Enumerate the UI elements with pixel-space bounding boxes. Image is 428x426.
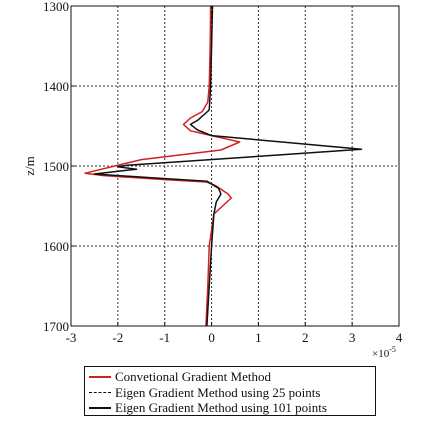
- x-axis-exponent-base: ×10: [372, 348, 390, 360]
- y-axis-label: z/m: [22, 156, 37, 176]
- y-tick-label: 1300: [43, 0, 69, 14]
- x-tick-label: 3: [349, 330, 356, 345]
- x-tick-label: 2: [302, 330, 309, 345]
- x-tick-label: 1: [255, 330, 262, 345]
- x-tick-label: -3: [66, 330, 77, 345]
- axis-ticks: -3 -2 -1 0 1 2 3 4 1300 1400 1500 1600 1700: [43, 0, 403, 345]
- x-tick-label: 4: [396, 330, 403, 345]
- x-axis-exponent-power: -5: [389, 345, 396, 354]
- y-tick-label: 1400: [43, 79, 69, 94]
- legend-label: Eigen Gradient Method using 101 points: [115, 399, 327, 415]
- x-tick-label: -1: [159, 330, 170, 345]
- series-layer: [84, 5, 363, 327]
- legend-label: Eigen Gradient Method using 25 points: [115, 384, 321, 400]
- legend-label: Convetional Gradient Method: [115, 368, 271, 384]
- x-axis-exponent: ×10-5: [372, 345, 396, 360]
- legend-item-conventional: Convetional Gradient Method: [89, 369, 271, 384]
- y-tick-label: 1700: [43, 319, 69, 334]
- grid-lines: [71, 6, 399, 326]
- y-tick-label: 1500: [43, 159, 69, 174]
- legend: Convetional Gradient Method Eigen Gradie…: [84, 366, 376, 416]
- legend-swatch-dashed-line: [89, 392, 111, 393]
- legend-item-eigen-101: Eigen Gradient Method using 101 points: [89, 400, 327, 415]
- y-tick-label: 1600: [43, 239, 69, 254]
- legend-item-eigen-25: Eigen Gradient Method using 25 points: [89, 385, 320, 400]
- series-line-eigen-101: [93, 5, 363, 327]
- x-tick-label: 0: [208, 330, 215, 345]
- legend-swatch-black-line: [89, 406, 111, 409]
- x-tick-label: -2: [112, 330, 123, 345]
- legend-swatch-red-line: [89, 375, 111, 378]
